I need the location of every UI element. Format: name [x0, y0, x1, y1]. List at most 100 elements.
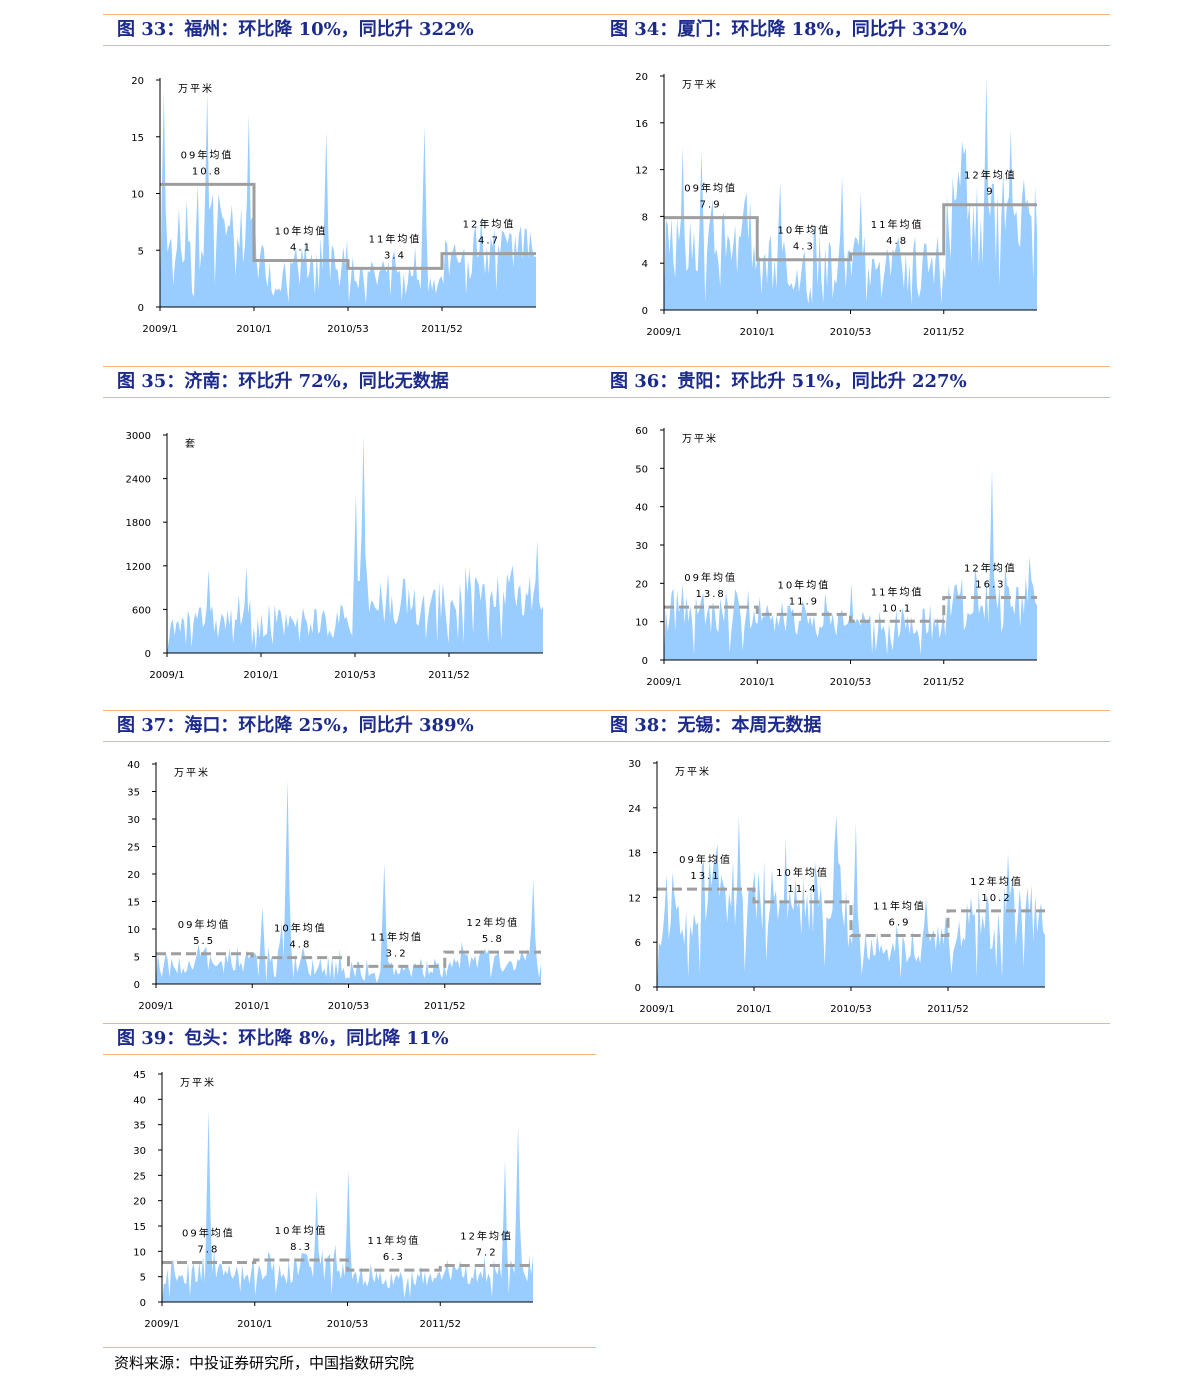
y-tick-label: 25 [127, 843, 140, 854]
average-step-line [664, 203, 1037, 262]
y-tick-label: 50 [635, 464, 648, 475]
y-tick-label: 15 [131, 133, 144, 144]
average-label: 09年均值 [182, 1226, 235, 1239]
y-tick-label: 5 [134, 953, 140, 964]
y-tick-label: 10 [133, 1247, 146, 1258]
average-label: 12年均值 [463, 218, 516, 231]
unit-label: 万平米 [180, 1076, 216, 1089]
y-tick-label: 15 [133, 1222, 146, 1233]
x-tick-label: 2009/1 [639, 1004, 674, 1015]
average-label: 11年均值 [871, 585, 924, 598]
y-tick-label: 12 [628, 893, 641, 904]
y-tick-label: 8 [642, 212, 648, 223]
unit-label: 万平米 [682, 78, 718, 91]
source-divider [103, 1347, 596, 1348]
unit-label: 万平米 [178, 82, 214, 95]
average-value: 7.8 [197, 1244, 219, 1255]
average-label: 10年均值 [778, 578, 831, 591]
series-area [664, 76, 1037, 310]
x-tick-label: 2010/53 [830, 677, 872, 688]
figure-title-wuxi: 图 38：无锡：本周无数据 [596, 710, 1110, 742]
average-value: 5.8 [482, 934, 504, 945]
x-tick-label: 2011/52 [419, 1319, 461, 1330]
y-tick-label: 30 [133, 1146, 146, 1157]
chart-xiamen: 09年均值 7.9 10年均值 4.3 11年均值 4.8 12年均值 9 0 4 8 12 16 20 2… [635, 72, 1037, 338]
y-tick-label: 0 [635, 983, 641, 994]
figure-divider [596, 1023, 1110, 1024]
average-label: 12年均值 [964, 169, 1017, 182]
x-tick-label: 2009/1 [646, 327, 681, 338]
y-tick-label: 1200 [126, 562, 151, 573]
x-tick-label: 2010/53 [830, 1004, 872, 1015]
average-label: 10年均值 [275, 1224, 328, 1237]
average-label: 09年均值 [684, 571, 737, 584]
average-step-line [156, 950, 541, 968]
average-step-line [664, 596, 1037, 623]
average-label: 12年均值 [460, 1230, 513, 1243]
x-tick-label: 2011/52 [421, 324, 463, 335]
average-value: 6.9 [889, 917, 911, 928]
average-label: 11年均值 [873, 899, 926, 912]
y-tick-label: 45 [133, 1070, 146, 1081]
x-tick-label: 2009/1 [138, 1001, 173, 1012]
x-tick-label: 2010/53 [830, 327, 872, 338]
unit-label: 万平米 [174, 766, 210, 779]
average-label: 11年均值 [871, 218, 924, 231]
average-value: 10.1 [882, 603, 912, 614]
average-label: 09年均值 [684, 182, 737, 195]
average-value: 7.9 [700, 200, 722, 211]
y-tick-label: 20 [127, 870, 140, 881]
y-tick-label: 35 [133, 1121, 146, 1132]
average-label: 10年均值 [778, 224, 831, 237]
average-label: 11年均值 [368, 1234, 421, 1247]
y-tick-label: 0 [134, 980, 140, 991]
y-tick-label: 0 [642, 306, 648, 317]
y-tick-label: 6 [635, 938, 641, 949]
x-tick-label: 2009/1 [144, 1319, 179, 1330]
y-tick-label: 0 [140, 1298, 146, 1309]
x-tick-label: 2010/1 [237, 1319, 272, 1330]
y-tick-label: 24 [628, 804, 641, 815]
average-label: 11年均值 [369, 232, 422, 245]
average-label: 10年均值 [776, 866, 829, 879]
y-tick-label: 20 [131, 76, 144, 87]
chart-wuxi: 09年均值 13.1 10年均值 11.4 11年均值 6.9 12年均值 10.2 0 6 12 1… [628, 759, 1045, 1015]
x-tick-label: 2009/1 [142, 324, 177, 335]
x-tick-label: 2010/1 [740, 327, 775, 338]
y-tick-label: 5 [138, 246, 144, 257]
x-tick-label: 2010/1 [236, 324, 271, 335]
figure-title-haikou: 图 37：海口：环比降 25%，同比升 389% [103, 710, 596, 742]
figure-title-guiyang: 图 36：贵阳：环比升 51%，同比升 227% [596, 366, 1110, 398]
x-tick-label: 2010/1 [235, 1001, 270, 1012]
x-tick-label: 2010/1 [243, 670, 278, 681]
y-tick-label: 600 [132, 605, 151, 616]
average-label: 12年均值 [467, 916, 520, 929]
average-value: 11.4 [787, 884, 817, 895]
unit-label: 套 [185, 437, 197, 450]
chart-baotou: 09年均值 7.8 10年均值 8.3 11年均值 6.3 12年均值 7.2 0 5 10 15 20… [133, 1070, 533, 1330]
chart-fuzhou: 09年均值 10.8 10年均值 4.1 11年均值 3.4 12年均值 4.7 0 5 10 15 2… [131, 76, 536, 335]
y-tick-label: 16 [635, 119, 648, 130]
y-tick-label: 30 [127, 815, 140, 826]
y-tick-label: 20 [635, 72, 648, 83]
series-area [657, 815, 1045, 987]
average-value: 11.9 [789, 596, 819, 607]
chart-jinan: 0 600 1200 1800 2400 3000 2009/1 2010/1 2010/53 2… [126, 431, 543, 681]
y-tick-label: 30 [635, 541, 648, 552]
average-value: 4.3 [793, 242, 815, 253]
average-value: 10.8 [192, 166, 222, 177]
y-tick-label: 18 [628, 849, 641, 860]
average-value: 16.3 [975, 580, 1005, 591]
x-tick-label: 2011/52 [923, 327, 965, 338]
y-tick-label: 0 [138, 303, 144, 314]
average-value: 4.1 [290, 242, 312, 253]
series-area [167, 435, 543, 653]
y-tick-label: 10 [131, 190, 144, 201]
series-area [162, 1109, 533, 1302]
figure-title-fuzhou: 图 33：福州：环比降 10%，同比升 322% [103, 14, 596, 46]
y-tick-label: 35 [127, 788, 140, 799]
average-label: 12年均值 [970, 875, 1023, 888]
y-tick-label: 25 [133, 1171, 146, 1182]
average-value: 13.1 [690, 871, 720, 882]
x-tick-label: 2009/1 [646, 677, 681, 688]
